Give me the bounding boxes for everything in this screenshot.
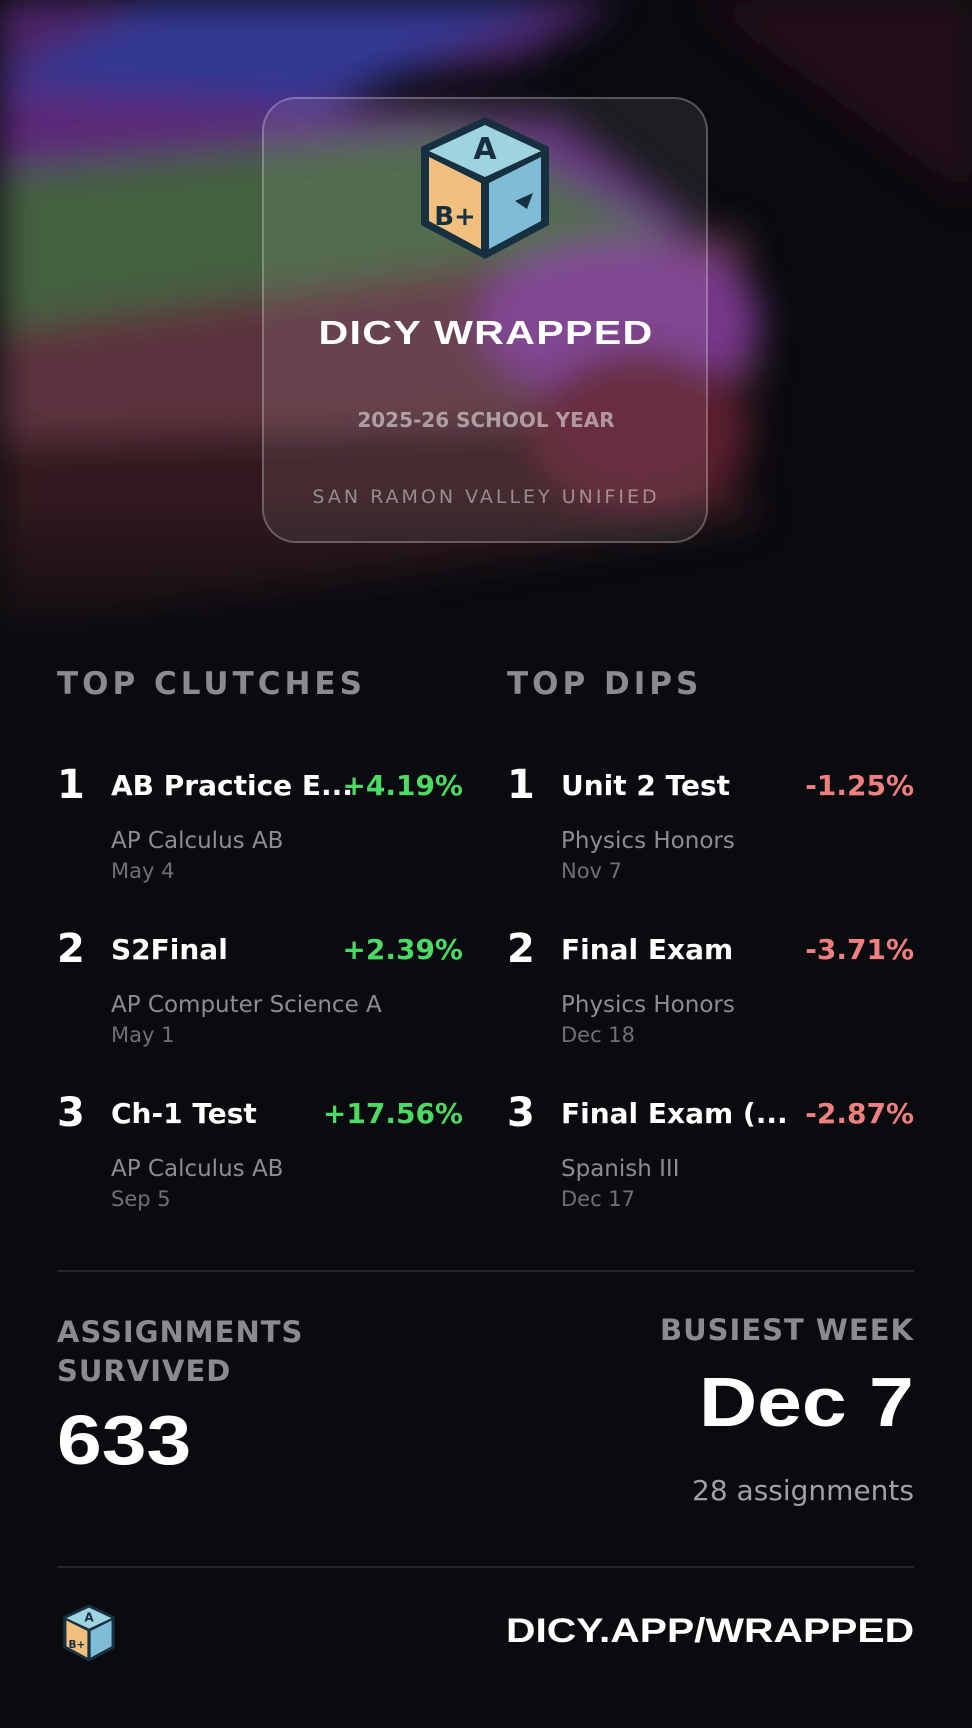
divider: [57, 1270, 914, 1272]
date: Sep 5: [111, 1187, 171, 1211]
change: +4.19%: [342, 769, 463, 802]
school-year: 2025-26 SCHOOL YEAR: [357, 408, 615, 432]
date: Dec 18: [561, 1023, 636, 1047]
district: SAN RAMON VALLEY UNIFIED: [312, 486, 660, 508]
item-name: Final Exam (...: [561, 1097, 788, 1130]
item-name: AB Practice E...: [111, 769, 353, 802]
change: -2.87%: [805, 1097, 914, 1130]
rank: 3: [507, 1090, 535, 1136]
footer-url[interactable]: DICY.APP/WRAPPED: [505, 1612, 914, 1650]
item-name: Final Exam: [561, 933, 734, 966]
course: Physics Honors: [561, 828, 735, 854]
change: -3.71%: [805, 933, 914, 966]
rank: 1: [507, 762, 535, 808]
stat-value: 633: [57, 1401, 192, 1479]
date: Dec 17: [561, 1187, 636, 1211]
date: May 4: [111, 859, 175, 883]
course: AP Calculus AB: [111, 828, 284, 854]
rank: 2: [57, 926, 85, 972]
section-heading: TOP CLUTCHES: [57, 666, 366, 702]
stat-value: Dec 7: [699, 1363, 914, 1441]
footer-logo: A B+: [63, 1604, 115, 1662]
rank: 1: [57, 762, 85, 808]
change: +2.39%: [342, 933, 463, 966]
rank: 2: [507, 926, 535, 972]
item-name: Unit 2 Test: [561, 769, 731, 802]
title: DICY WRAPPED: [318, 314, 654, 351]
stat-sub: 28 assignments: [692, 1474, 914, 1507]
stat-label: BUSIEST WEEK: [660, 1313, 914, 1347]
logo-letter: B+: [434, 202, 476, 232]
section-heading: TOP DIPS: [507, 666, 703, 702]
logo-letter: B+: [69, 1639, 86, 1651]
logo-letter: A: [473, 132, 497, 167]
item-name: Ch-1 Test: [111, 1097, 257, 1130]
course: Physics Honors: [561, 992, 735, 1018]
change: -1.25%: [805, 769, 914, 802]
divider: [57, 1566, 914, 1568]
item-name: S2Final: [111, 933, 228, 966]
course: AP Calculus AB: [111, 1156, 284, 1182]
logo: A B+: [421, 117, 549, 259]
course: AP Computer Science A: [111, 992, 382, 1018]
background: [0, 0, 972, 660]
stat-label: ASSIGNMENTS SURVIVED: [57, 1315, 304, 1388]
logo-letter: A: [84, 1610, 94, 1624]
rank: 3: [57, 1090, 85, 1136]
date: May 1: [111, 1023, 175, 1047]
course: Spanish III: [561, 1156, 680, 1182]
change: +17.56%: [322, 1097, 463, 1130]
date: Nov 7: [561, 859, 623, 883]
